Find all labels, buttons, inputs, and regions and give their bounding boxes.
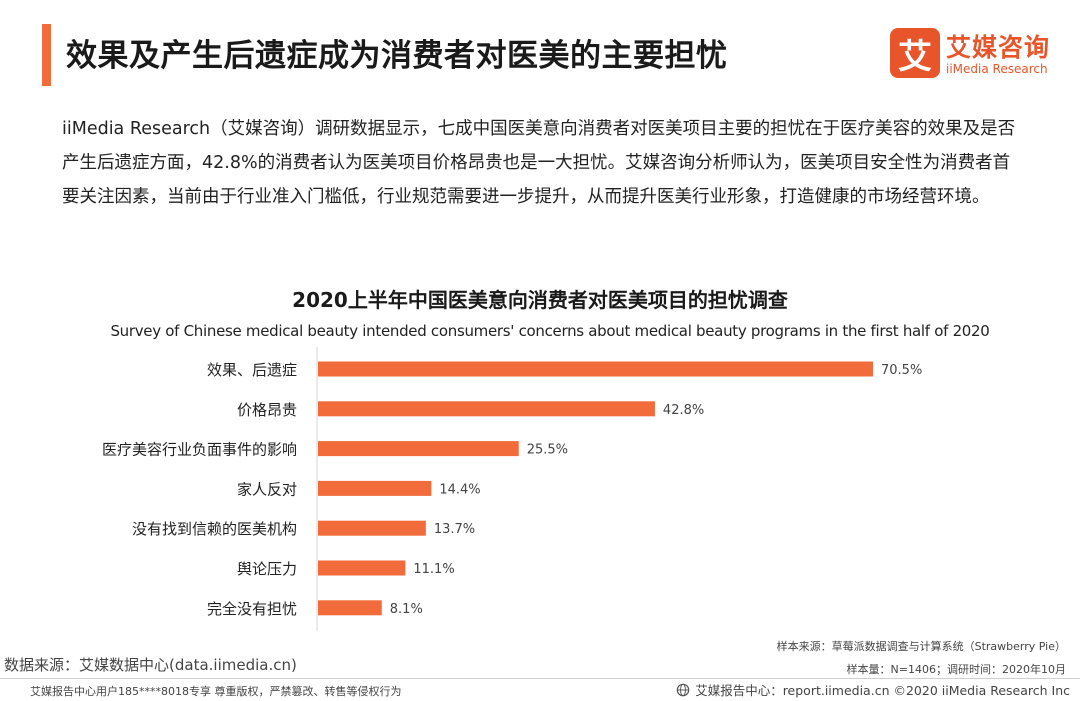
bar <box>318 361 873 377</box>
sample-info: 样本来源：草莓派数据调查与计算系统（Strawberry Pie） 样本量：N=… <box>777 638 1066 677</box>
sample-size: 样本量：N=1406；调研时间：2020年10月 <box>846 663 1066 676</box>
category-label: 完全没有担忧 <box>207 600 297 618</box>
footer-divider <box>0 678 1080 679</box>
page-title: 效果及产生后遗症成为消费者对医美的主要担忧 <box>66 38 728 74</box>
chart-title: 2020上半年中国医美意向消费者对医美项目的担忧调查 <box>292 288 788 312</box>
category-label: 没有找到信赖的医美机构 <box>132 520 297 538</box>
data-label: 42.8% <box>663 403 704 418</box>
data-source: 数据来源：艾媒数据中心(data.iimedia.cn) <box>4 656 297 674</box>
category-label: 舆论压力 <box>237 560 297 578</box>
title-accent-bar <box>42 24 51 86</box>
footer-copyright-notice: 艾媒报告中心用户185****8018专享 尊重版权，严禁篡改、转售等侵权行为 <box>30 685 402 698</box>
data-label: 8.1% <box>390 602 423 617</box>
category-label: 价格昂贵 <box>237 401 297 419</box>
chart-subtitle: Survey of Chinese medical beauty intende… <box>110 322 990 340</box>
data-label: 14.4% <box>439 482 480 497</box>
category-label: 家人反对 <box>237 480 297 498</box>
intro-text: iiMedia Research（艾媒咨询）调研数据显示，七成中国医美意向消费者… <box>62 119 1016 207</box>
data-label: 11.1% <box>413 562 454 577</box>
bar <box>318 560 406 576</box>
footer-report-url: 艾媒报告中心：report.iimedia.cn ©2020 iiMedia R… <box>695 683 1070 698</box>
data-label: 13.7% <box>434 522 475 537</box>
iimedia-logo: 艾 艾媒咨询 iiMedia Research <box>890 28 1062 84</box>
logo-name-en: iiMedia Research <box>946 62 1048 76</box>
sample-source: 样本来源：草莓派数据调查与计算系统（Strawberry Pie） <box>776 640 1066 653</box>
data-label: 25.5% <box>527 443 568 458</box>
bar-chart: 效果、后遗症 70.5% 价格昂贵 42.8% 医疗美容行业负面事件的影响 25.5% 家人… <box>102 347 922 631</box>
category-label: 效果、后遗症 <box>207 361 297 379</box>
logo-name-cn: 艾媒咨询 <box>946 33 1051 62</box>
bar <box>318 401 655 417</box>
category-label: 医疗美容行业负面事件的影响 <box>102 441 297 459</box>
data-label: 70.5% <box>881 363 922 378</box>
globe-icon <box>676 683 690 696</box>
logo-mark: 艾 <box>890 28 940 78</box>
bar <box>318 600 382 616</box>
bar <box>318 520 426 536</box>
intro-paragraph: iiMedia Research（艾媒咨询）调研数据显示，七成中国医美意向消费者… <box>62 112 1022 214</box>
bar <box>318 480 432 496</box>
footer-report-center: 艾媒报告中心：report.iimedia.cn ©2020 iiMedia R… <box>676 680 1070 699</box>
bar <box>318 441 519 457</box>
